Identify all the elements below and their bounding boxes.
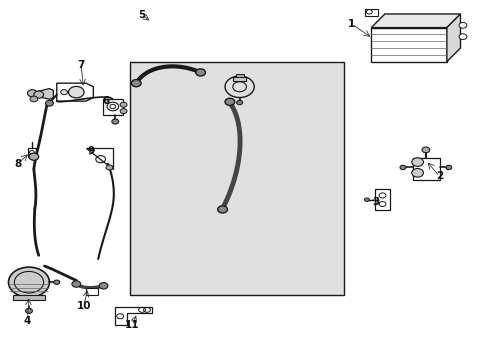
Bar — [130, 62, 344, 295]
Circle shape — [421, 147, 429, 153]
Bar — [374, 189, 389, 211]
Text: 3: 3 — [372, 197, 379, 207]
Text: 10: 10 — [76, 301, 91, 311]
Circle shape — [45, 100, 53, 106]
Polygon shape — [86, 148, 113, 169]
Circle shape — [445, 165, 451, 170]
Bar — [103, 99, 122, 116]
Bar — [232, 77, 246, 81]
Circle shape — [25, 309, 32, 314]
Circle shape — [106, 165, 113, 170]
Circle shape — [68, 86, 84, 98]
Circle shape — [236, 100, 242, 105]
Circle shape — [34, 91, 43, 98]
Circle shape — [8, 267, 49, 297]
Circle shape — [29, 153, 39, 160]
Text: 1: 1 — [347, 19, 355, 29]
Circle shape — [458, 34, 466, 40]
Circle shape — [27, 90, 37, 97]
Bar — [412, 158, 439, 180]
Polygon shape — [57, 83, 93, 101]
Bar — [13, 295, 44, 300]
Circle shape — [30, 96, 38, 102]
Text: 4: 4 — [24, 316, 31, 325]
Circle shape — [120, 109, 127, 114]
Polygon shape — [115, 307, 152, 325]
Circle shape — [120, 102, 127, 107]
Circle shape — [411, 168, 423, 177]
Circle shape — [458, 22, 466, 28]
Text: 6: 6 — [102, 96, 109, 106]
Polygon shape — [446, 14, 460, 62]
Bar — [365, 9, 377, 16]
Text: 7: 7 — [77, 60, 84, 70]
Circle shape — [364, 198, 368, 202]
Text: 9: 9 — [87, 146, 94, 156]
Circle shape — [61, 90, 67, 95]
Circle shape — [224, 98, 234, 105]
Circle shape — [112, 119, 119, 124]
Bar — [86, 288, 98, 295]
Circle shape — [99, 283, 108, 289]
Circle shape — [131, 80, 141, 87]
Circle shape — [72, 281, 81, 287]
Circle shape — [366, 10, 371, 14]
Text: 11: 11 — [125, 320, 139, 330]
Text: 5: 5 — [138, 10, 145, 20]
Bar — [235, 74, 243, 77]
Bar — [370, 28, 446, 62]
Text: 2: 2 — [435, 171, 442, 181]
Circle shape — [411, 158, 423, 166]
Polygon shape — [370, 14, 460, 28]
Circle shape — [195, 69, 205, 76]
Bar — [27, 148, 36, 157]
Polygon shape — [27, 89, 53, 99]
Text: 8: 8 — [14, 159, 21, 169]
Circle shape — [217, 206, 227, 213]
Circle shape — [399, 165, 405, 170]
Circle shape — [54, 280, 60, 284]
